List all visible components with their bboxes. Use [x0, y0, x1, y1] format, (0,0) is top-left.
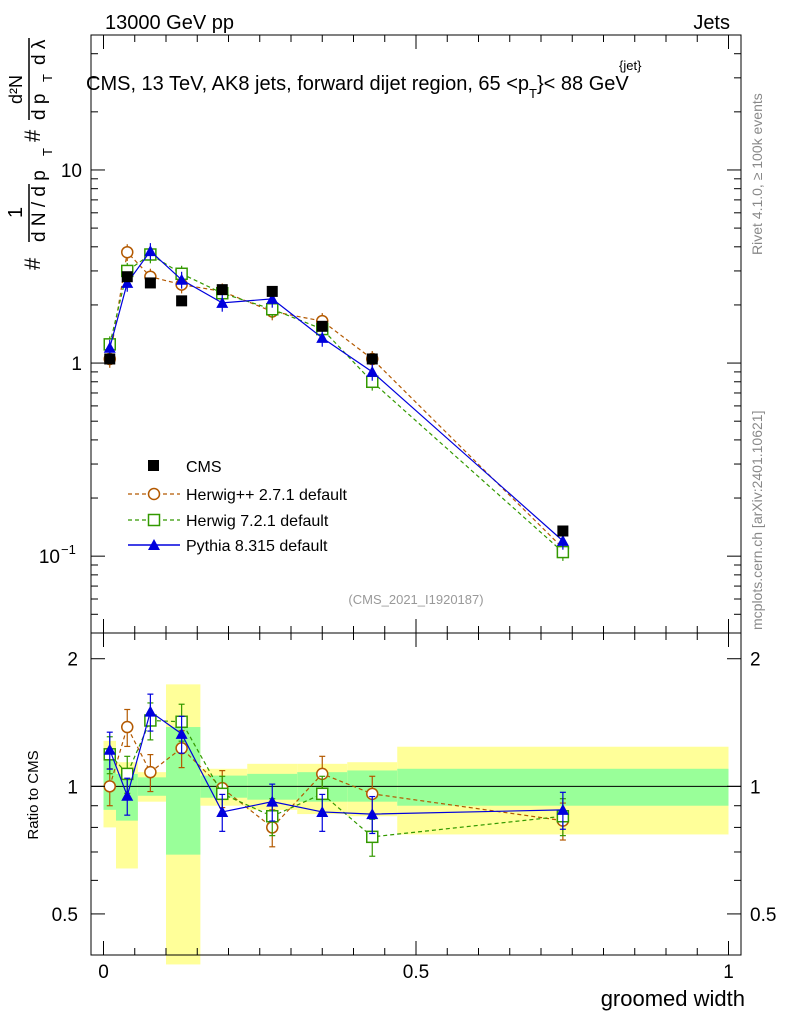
legend-marker-herwigpp — [147, 487, 161, 501]
series-line-ratio — [109, 725, 563, 829]
ratio-y-label: Ratio to CMS — [25, 750, 42, 839]
data-point-top — [556, 534, 569, 546]
header-energy: 13000 GeV pp — [105, 12, 234, 34]
data-point-top — [266, 292, 279, 304]
legend-label-herwigpp: Herwig++ 2.7.1 default — [186, 487, 348, 504]
ylabel-one: 1 — [5, 207, 27, 218]
ylabel-hash1: # — [20, 257, 45, 270]
plot-title: CMS, 13 TeV, AK8 jets, forward dijet reg… — [86, 73, 629, 101]
plot-title-main: CMS, 13 TeV, AK8 jets, forward dijet reg… — [86, 73, 529, 95]
data-point-top — [366, 353, 378, 365]
x-tick-label: 1 — [723, 962, 734, 983]
legend: CMS Herwig++ 2.7.1 default Herwig 7.2.1 … — [128, 459, 348, 555]
ratio-y-tick-label-right: 0.5 — [750, 905, 776, 926]
data-point-top — [316, 320, 328, 332]
top-y-tick-label: 10 — [39, 547, 60, 568]
data-point-top — [175, 273, 188, 285]
plot-title-sub: T — [529, 86, 537, 101]
ratio-y-tick-label-right: 2 — [750, 650, 761, 671]
data-point-top — [121, 271, 133, 283]
ratio-series — [103, 693, 570, 857]
side-mcplots: mcplots.cern.ch [arXiv:2401.10621] — [749, 411, 765, 630]
header-category: Jets — [693, 12, 730, 34]
x-tick-label: 0.5 — [403, 962, 429, 983]
ratio-y-tick-label: 2 — [67, 650, 78, 671]
top-y-label: # 1 d N / d p T # d²N d p T d λ — [5, 38, 55, 270]
side-rivet: Rivet 4.1.0, ≥ 100k events — [749, 93, 765, 255]
legend-label-herwig7: Herwig 7.2.1 default — [186, 513, 329, 530]
ylabel-dn: d N / d p — [29, 170, 50, 242]
data-point-ratio — [556, 803, 569, 815]
ratio-bands — [103, 684, 729, 965]
data-point-ratio — [121, 789, 134, 801]
ratio-ticks: 2 2 1 1 0.5 0.5 — [52, 633, 776, 956]
plot-title-end: }< 88 GeV — [537, 73, 629, 95]
data-point-ratio — [103, 780, 116, 793]
data-point-ratio — [144, 705, 157, 717]
data-point-ratio — [103, 743, 116, 755]
ylabel-dpt: d p — [29, 94, 50, 120]
x-tick-label: 0 — [98, 962, 109, 983]
top-series — [103, 243, 570, 561]
ratio-panel: 2 2 1 1 0.5 0.5 — [52, 632, 776, 965]
data-point-top — [316, 331, 329, 343]
ylabel-hash2: # — [20, 129, 45, 142]
data-point-top — [121, 276, 134, 288]
legend-marker-herwig7 — [147, 513, 161, 527]
data-point-ratio — [366, 808, 379, 820]
analysis-id: (CMS_2021_I1920187) — [348, 592, 483, 607]
plot-title-sup: {jet} — [619, 58, 642, 73]
ylabel-dlam: d λ — [29, 39, 50, 65]
legend-label-cms: CMS — [186, 459, 222, 476]
top-y-tick-label: 1 — [71, 354, 82, 375]
ratio-y-tick-label: 1 — [67, 777, 78, 798]
legend-marker-pythia — [148, 539, 160, 550]
data-point-top — [103, 341, 116, 353]
ratio-y-tick-label-right: 1 — [750, 777, 761, 798]
top-y-tick-label: 10 — [61, 161, 82, 182]
data-point-ratio — [266, 795, 279, 807]
data-point-top — [104, 353, 116, 365]
data-point-top — [266, 285, 278, 297]
series-line-top — [109, 250, 564, 549]
ylabel-d2n: d²N — [6, 75, 26, 104]
data-point-top — [144, 245, 157, 257]
data-point-top — [216, 284, 228, 296]
data-point-top — [366, 365, 379, 377]
data-point-ratio — [121, 720, 134, 734]
data-point-top — [144, 277, 156, 289]
x-axis-title: groomed width — [601, 986, 745, 1011]
ratio-frame — [90, 632, 742, 956]
data-point-top — [121, 245, 134, 259]
data-point-ratio — [316, 805, 329, 817]
data-point-top — [557, 525, 569, 537]
data-point-top — [176, 295, 188, 307]
legend-label-pythia: Pythia 8.315 default — [186, 538, 328, 555]
data-point-top — [216, 296, 229, 308]
ratio-y-tick-label: 0.5 — [52, 905, 78, 926]
data-point-ratio — [144, 765, 157, 779]
ylabel-t2: T — [40, 74, 55, 82]
top-y-tick-exponent: −1 — [61, 542, 76, 557]
data-point-ratio — [216, 805, 229, 817]
legend-marker-cms — [148, 460, 159, 471]
ylabel-t1: T — [40, 148, 55, 156]
x-tick-labels: 0 0.5 1 — [98, 962, 734, 983]
data-point-ratio — [175, 727, 188, 739]
